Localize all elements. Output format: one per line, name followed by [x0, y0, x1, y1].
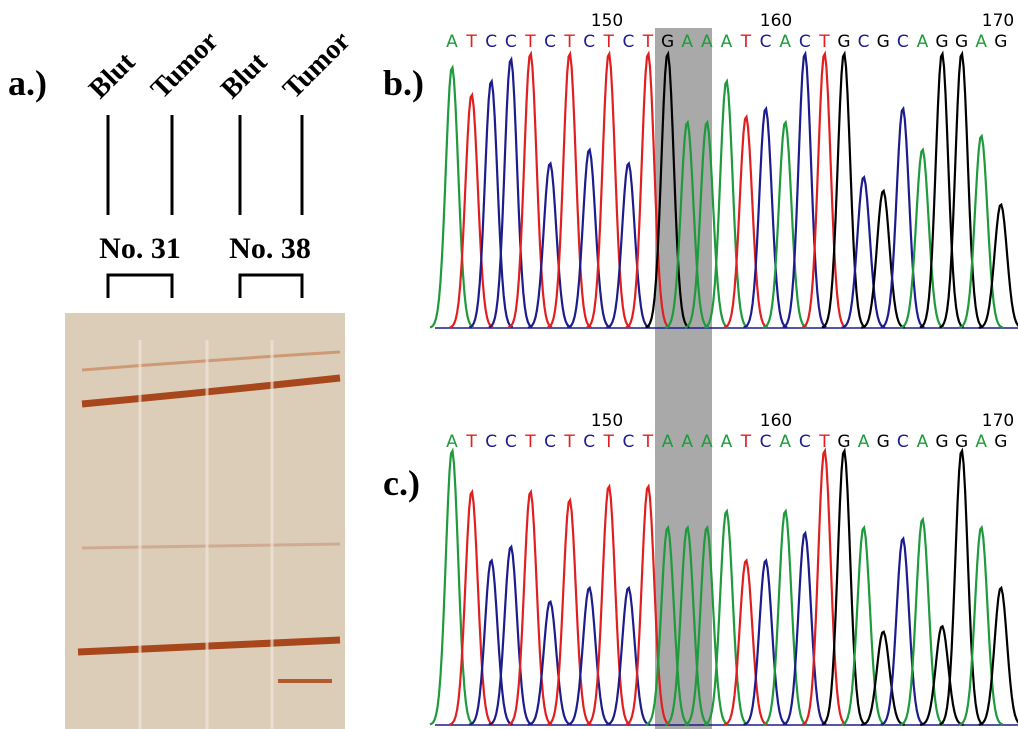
peak [861, 632, 905, 725]
base-call: C [897, 32, 909, 52]
base-call: T [818, 32, 830, 52]
base-call: A [858, 432, 870, 452]
base-call: A [681, 32, 693, 52]
base-call: T [740, 32, 752, 52]
peak [763, 511, 807, 724]
base-call: T [465, 32, 477, 52]
base-call: A [662, 432, 674, 452]
peak [567, 588, 611, 725]
peak [567, 150, 611, 328]
figure: a.) b.) c.) Blut Tumor Blut Tumor No. 31… [0, 0, 1018, 729]
base-call: T [524, 32, 536, 52]
base-call: C [583, 32, 595, 52]
base-call: C [583, 432, 595, 452]
panel-label: b.) [383, 63, 424, 103]
base-call: G [994, 432, 1007, 452]
base-call: A [681, 432, 693, 452]
base-call: A [446, 32, 458, 52]
peak [920, 626, 964, 725]
peak [783, 54, 827, 328]
base-call: C [760, 32, 772, 52]
base-call: A [779, 32, 791, 52]
peak [528, 602, 572, 725]
base-call: T [563, 32, 575, 52]
base-call: C [897, 432, 909, 452]
position-label: 150 [591, 411, 623, 431]
base-call: C [622, 432, 634, 452]
base-call: A [701, 432, 713, 452]
base-call: A [779, 432, 791, 452]
base-call: G [935, 32, 948, 52]
base-call: G [877, 432, 890, 452]
gel [65, 313, 345, 729]
position-label: 160 [760, 411, 792, 431]
base-call: G [935, 432, 948, 452]
peak [842, 528, 886, 725]
peak [606, 164, 650, 328]
base-call: A [446, 432, 458, 452]
sample-label: No. 38 [229, 232, 311, 265]
peak [430, 68, 474, 328]
peak [430, 451, 474, 725]
peak [508, 492, 552, 725]
base-call: C [544, 432, 556, 452]
peak [528, 164, 572, 328]
position-label: 170 [982, 11, 1014, 31]
base-call: T [524, 432, 536, 452]
base-call: T [603, 32, 615, 52]
base-call: C [622, 32, 634, 52]
base-call: A [917, 32, 929, 52]
base-call: C [505, 32, 517, 52]
peak [724, 561, 768, 725]
position-label: 150 [591, 11, 623, 31]
base-call: A [721, 432, 733, 452]
sample-label: No. 31 [99, 232, 181, 265]
base-call: T [465, 432, 477, 452]
peak [979, 205, 1018, 328]
base-call: C [760, 432, 772, 452]
peak [489, 547, 533, 725]
base-call: C [799, 432, 811, 452]
base-call: G [994, 32, 1007, 52]
base-call: A [975, 32, 987, 52]
lane-label: Blut [215, 46, 274, 105]
base-call: C [505, 432, 517, 452]
base-call: G [955, 32, 968, 52]
position-label: 160 [760, 11, 792, 31]
lane-label: Tumor [145, 25, 225, 105]
base-call: G [837, 32, 850, 52]
base-call: G [837, 432, 850, 452]
peak [900, 150, 944, 328]
position-label: 170 [982, 411, 1014, 431]
base-call: G [877, 32, 890, 52]
base-call: A [701, 32, 713, 52]
base-call: C [858, 32, 870, 52]
peak [979, 588, 1018, 725]
base-call: G [955, 432, 968, 452]
lane-lines [108, 115, 302, 298]
base-call: T [740, 432, 752, 452]
base-call: C [485, 32, 497, 52]
peak [900, 519, 944, 724]
peak [842, 177, 886, 328]
base-call: A [917, 432, 929, 452]
base-call: A [975, 432, 987, 452]
base-call: T [603, 432, 615, 452]
base-call: T [642, 432, 654, 452]
base-call: A [721, 32, 733, 52]
base-call: C [799, 32, 811, 52]
base-call: C [544, 32, 556, 52]
lane-label: Blut [83, 46, 142, 105]
panel-label: c.) [383, 463, 420, 503]
lane-label: Tumor [277, 25, 357, 105]
panel-label: a.) [8, 63, 47, 103]
peak [606, 588, 650, 725]
base-call: T [563, 432, 575, 452]
base-call: G [661, 32, 674, 52]
base-call: T [818, 432, 830, 452]
base-call: T [642, 32, 654, 52]
base-call: C [485, 432, 497, 452]
